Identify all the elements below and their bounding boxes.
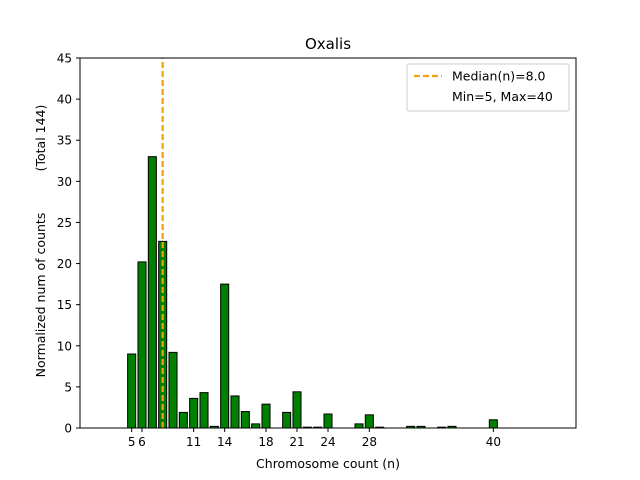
x-tick-label: 6 [138, 435, 146, 449]
y-tick-label: 25 [57, 216, 72, 230]
x-tick-label: 21 [289, 435, 304, 449]
x-tick-label: 18 [258, 435, 273, 449]
chart-title: Oxalis [305, 35, 351, 53]
y-axis-label-total: (Total 144) [33, 105, 48, 172]
y-tick-label: 35 [57, 134, 72, 148]
y-axis-label: Normalized num of counts [33, 213, 48, 378]
x-axis-label: Chromosome count (n) [256, 456, 400, 471]
y-tick-label: 45 [57, 52, 72, 66]
y-tick-label: 40 [57, 93, 72, 107]
x-tick-label: 5 [128, 435, 136, 449]
bar-n-10 [178, 411, 188, 429]
legend-frame [406, 63, 570, 112]
x-axis-ticks: 5 6 11 14 18 21 24 28 40 [128, 428, 501, 449]
x-tick-label: 11 [186, 435, 201, 449]
bar-n-14 [220, 283, 230, 429]
bar-n-27 [354, 423, 364, 429]
bar-n-28 [364, 414, 374, 429]
x-tick-label: 14 [217, 435, 232, 449]
bar-n-18 [261, 403, 271, 429]
bar-n-12 [199, 392, 209, 429]
legend-entry-range: Min=5, Max=40 [452, 89, 553, 104]
y-tick-label: 10 [57, 339, 72, 353]
y-tick-label: 15 [57, 298, 72, 312]
x-tick-label: 24 [320, 435, 335, 449]
bar-n-9 [168, 351, 178, 429]
y-tick-label: 30 [57, 175, 72, 189]
y-tick-label: 0 [64, 422, 72, 436]
bar-n-17 [251, 423, 261, 429]
bar-n-40 [488, 419, 498, 429]
bar-n-11 [189, 397, 199, 429]
legend: Median(n)=8.0 Min=5, Max=40 [406, 63, 570, 112]
x-tick-label: 28 [362, 435, 377, 449]
bar-n-16 [240, 411, 250, 429]
bar-n-21 [292, 391, 302, 429]
y-tick-label: 20 [57, 257, 72, 271]
x-tick-label: 40 [486, 435, 501, 449]
bar-n-24 [323, 413, 333, 429]
y-axis-ticks: 0 5 10 15 20 25 30 35 40 45 [57, 52, 80, 436]
bar-n-5 [127, 353, 137, 429]
bar-n-20 [282, 411, 292, 429]
legend-entry-median: Median(n)=8.0 [452, 69, 546, 84]
bar-n-15 [230, 395, 240, 429]
bar-n-7 [147, 156, 157, 429]
bar-n-6 [137, 261, 147, 429]
y-tick-label: 5 [64, 380, 72, 394]
